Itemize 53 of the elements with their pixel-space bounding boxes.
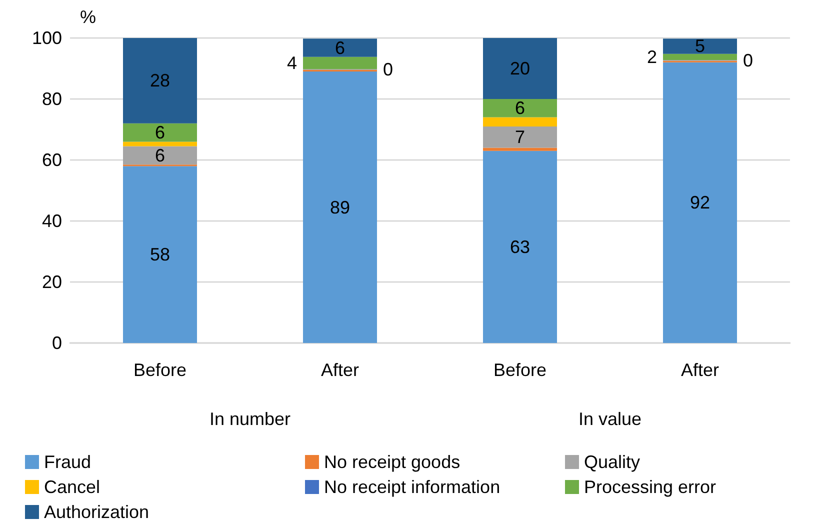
y-tick-label: 0 xyxy=(52,333,62,353)
bar xyxy=(483,148,557,151)
y-tick-label: 100 xyxy=(32,28,62,48)
bar xyxy=(123,123,197,142)
bar xyxy=(483,117,557,126)
bar xyxy=(123,38,197,124)
bar xyxy=(303,38,377,57)
data-label: 4 xyxy=(286,53,297,74)
data-label: 0 xyxy=(743,50,754,70)
legend-label: No receipt information xyxy=(324,477,500,497)
data-label: 6 xyxy=(334,38,346,58)
legend-label: Processing error xyxy=(584,477,716,497)
data-label: 0 xyxy=(383,60,394,80)
bar xyxy=(483,38,557,99)
bar xyxy=(123,146,197,165)
bar xyxy=(123,142,197,146)
legend-label: Authorization xyxy=(44,502,150,522)
x-tick-label: Before xyxy=(133,360,187,380)
x-tick-label: After xyxy=(320,360,360,380)
bar xyxy=(123,166,197,343)
y-tick-label: 80 xyxy=(42,89,62,109)
legend-label: Cancel xyxy=(44,477,100,497)
data-label: 92 xyxy=(690,192,710,213)
y-tick-label: 60 xyxy=(42,150,62,170)
data-label: 6 xyxy=(154,122,166,143)
data-label: 5 xyxy=(694,36,706,56)
data-label: 89 xyxy=(330,197,350,218)
y-tick-label: 40 xyxy=(42,211,62,231)
bar xyxy=(303,72,377,343)
legend-label: Fraud xyxy=(44,452,92,472)
bar xyxy=(303,56,377,70)
bar xyxy=(483,126,557,148)
data-label: 20 xyxy=(510,58,530,78)
data-label: 6 xyxy=(514,98,526,118)
data-label: 63 xyxy=(510,236,530,257)
legend-label: Quality xyxy=(584,452,640,472)
data-label: 2 xyxy=(646,46,657,67)
bar xyxy=(663,54,737,60)
bar xyxy=(663,38,737,54)
x-tick-label: Before xyxy=(493,360,547,380)
data-label: 6 xyxy=(154,145,166,166)
data-label: 28 xyxy=(150,70,170,91)
data-label: 58 xyxy=(150,244,170,265)
data-label: 7 xyxy=(514,127,526,148)
text: In number xyxy=(209,409,291,429)
bar xyxy=(483,150,557,343)
bar xyxy=(663,62,737,343)
y-tick-label: 20 xyxy=(42,272,62,292)
legend-label: No receipt goods xyxy=(324,452,460,472)
text: In value xyxy=(578,409,642,429)
x-tick-label: After xyxy=(680,360,720,380)
y-axis-title: % xyxy=(80,7,96,27)
bar xyxy=(483,99,557,118)
